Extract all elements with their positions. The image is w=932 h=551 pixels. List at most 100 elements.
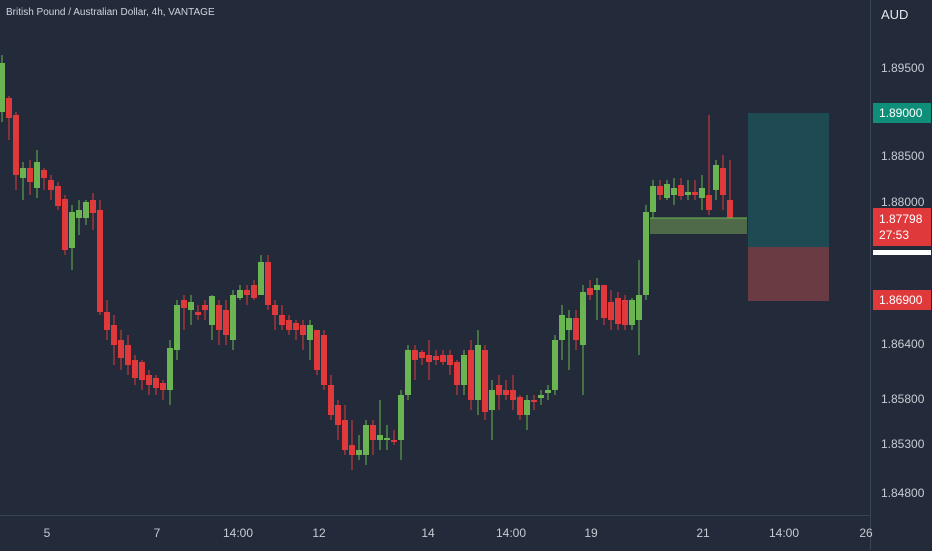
time-tick-label: 19 — [584, 526, 598, 540]
bullish-candle — [258, 262, 264, 295]
bearish-candle — [104, 312, 110, 330]
bullish-candle — [643, 212, 649, 295]
candle-countdown: 27:53 — [879, 228, 910, 242]
price-tick-label: 1.84800 — [881, 486, 925, 500]
bullish-candle — [664, 184, 670, 198]
bearish-candle — [440, 355, 446, 362]
bullish-candle — [699, 188, 705, 198]
bearish-candle — [314, 330, 320, 370]
bullish-candle — [713, 165, 719, 190]
bearish-candle — [118, 340, 124, 358]
bullish-candle — [174, 305, 180, 350]
bearish-candle — [419, 352, 425, 358]
bearish-candle — [202, 305, 208, 310]
bearish-candle — [111, 325, 117, 345]
bearish-candle — [510, 390, 516, 400]
bullish-candle — [356, 450, 362, 455]
bullish-candle — [524, 400, 530, 415]
bearish-candle — [293, 323, 299, 330]
bullish-candle — [384, 438, 390, 440]
time-tick-label: 21 — [696, 526, 710, 540]
bearish-candle — [55, 186, 61, 206]
bullish-candle — [34, 162, 40, 188]
bearish-candle — [349, 445, 355, 455]
bearish-candle — [447, 355, 453, 365]
bearish-candle — [321, 335, 327, 385]
bullish-candle — [20, 168, 26, 178]
price-tick-label: 1.89500 — [881, 61, 925, 75]
bearish-candle — [27, 168, 33, 182]
bearish-candle — [601, 285, 607, 318]
bullish-candle — [545, 390, 551, 393]
bearish-candle — [426, 355, 432, 362]
bullish-candle — [237, 290, 243, 298]
bullish-candle — [0, 63, 5, 112]
bearish-candle — [153, 378, 159, 388]
bullish-candle — [69, 212, 75, 248]
bearish-candle — [433, 356, 439, 360]
time-tick-label: 14:00 — [495, 526, 527, 540]
bearish-candle — [62, 199, 68, 250]
bearish-candle — [706, 195, 712, 210]
bullish-candle — [209, 296, 215, 325]
bearish-candle — [251, 285, 257, 298]
chart-area[interactable]: British Pound / Australian Dollar, 4h, V… — [0, 0, 870, 515]
bearish-candle — [265, 262, 271, 305]
bullish-candle — [594, 285, 600, 290]
bearish-candle — [615, 298, 621, 324]
bearish-candle — [335, 405, 341, 425]
stop-loss-zone — [748, 247, 829, 301]
candlestick-chart[interactable] — [0, 0, 870, 515]
bullish-candle — [685, 192, 691, 195]
price-tick-label: 1.85300 — [881, 437, 925, 451]
bullish-candle — [580, 292, 586, 345]
bullish-candle — [76, 210, 82, 218]
bearish-candle — [678, 185, 684, 196]
entry-zone — [650, 218, 747, 234]
stop-loss-price-tag: 1.86900 — [873, 290, 931, 310]
bearish-candle — [181, 300, 187, 308]
time-axis[interactable]: 5 7 14:00 12 14 14:00 19 21 14:00 26 — [0, 515, 873, 551]
bearish-candle — [272, 305, 278, 315]
bearish-candle — [608, 302, 614, 320]
bullish-candle — [83, 202, 89, 218]
current-price-tag: 1.87798 27:53 — [873, 208, 931, 246]
bearish-candle — [517, 397, 523, 415]
bearish-candle — [692, 192, 698, 195]
bullish-candle — [552, 340, 558, 390]
bullish-candle — [538, 395, 544, 398]
take-profit-price-tag: 1.89000 — [873, 103, 931, 123]
bullish-candle — [489, 390, 495, 410]
bullish-candle — [636, 295, 642, 320]
bearish-candle — [573, 318, 579, 340]
bullish-candle — [671, 188, 677, 195]
chart-title: British Pound / Australian Dollar, 4h, V… — [6, 7, 215, 18]
bearish-candle — [216, 305, 222, 330]
bullish-candle — [307, 325, 313, 340]
bullish-candle — [167, 348, 173, 390]
bullish-candle — [566, 318, 572, 330]
bearish-candle — [160, 383, 166, 390]
bullish-candle — [629, 300, 635, 325]
price-tick-label: 1.85800 — [881, 392, 925, 406]
bearish-candle — [412, 350, 418, 360]
bearish-candle — [6, 98, 12, 118]
time-tick-label: 14:00 — [222, 526, 254, 540]
price-tick-label: 1.88500 — [881, 149, 925, 163]
bearish-candle — [195, 312, 201, 315]
bullish-candle — [650, 186, 656, 212]
time-tick-label: 5 — [43, 526, 51, 540]
bearish-candle — [13, 115, 19, 175]
bearish-candle — [531, 400, 537, 402]
bullish-candle — [363, 425, 369, 455]
bearish-candle — [300, 325, 306, 335]
price-axis[interactable]: AUD 1.89500 1.88500 1.88000 1.86400 1.85800 1… — [870, 0, 932, 550]
time-tick-label: 7 — [153, 526, 161, 540]
bearish-candle — [496, 385, 502, 395]
time-tick-label: 14 — [421, 526, 435, 540]
bearish-candle — [139, 362, 145, 380]
bearish-candle — [125, 345, 131, 365]
bearish-candle — [482, 350, 488, 412]
bearish-candle — [391, 440, 397, 442]
bullish-candle — [230, 295, 236, 340]
